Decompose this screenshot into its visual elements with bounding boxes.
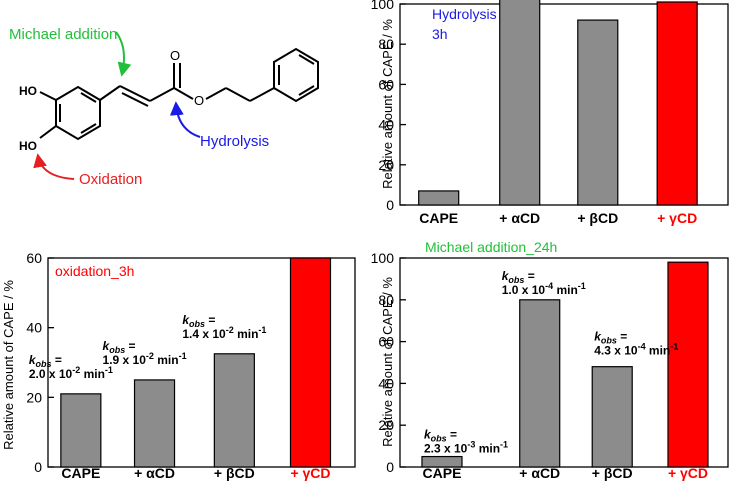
rate-constant-label: kobs = xyxy=(502,269,535,285)
michael-addition-label: Michael addition xyxy=(9,26,117,43)
category-label: + γCD xyxy=(290,465,330,481)
bar-1 xyxy=(133,379,176,468)
y-tick-label: 100 xyxy=(371,0,395,12)
bar-1 xyxy=(519,299,561,468)
hydroxyl-label-top: HO xyxy=(19,84,37,98)
chart-title: Michael addition_24h xyxy=(425,239,557,255)
chart-title: Hydrolysis xyxy=(432,6,497,22)
category-label: CAPE xyxy=(423,465,462,481)
y-tick-label: 40 xyxy=(378,375,394,391)
category-label: + βCD xyxy=(214,465,255,481)
carbonyl-oxygen-label: O xyxy=(170,48,180,63)
phenyl-ring xyxy=(273,47,319,103)
y-tick-label: 0 xyxy=(386,197,394,213)
rate-constant-value: 4.3 x 10-4 min-1 xyxy=(594,342,678,358)
category-label: + βCD xyxy=(577,210,618,226)
category-label: + γCD xyxy=(668,465,708,481)
y-tick-label: 40 xyxy=(26,320,42,336)
plot-frame xyxy=(399,257,729,468)
category-label: + βCD xyxy=(592,465,633,481)
rate-constant-value: 1.9 x 10-2 min-1 xyxy=(103,351,187,367)
rate-constant-value: 2.3 x 10-3 min-1 xyxy=(424,440,508,456)
michael-addition-chart: 0 20 40 60 80 100 Relative amount of CAPE / % M… xyxy=(371,239,729,481)
hydrolysis-arrow xyxy=(169,101,201,138)
y-tick-label: 0 xyxy=(34,459,42,475)
y-axis-label: Relative amount of CAPE / % xyxy=(1,280,16,450)
bar-0 xyxy=(60,393,102,468)
rate-constant-label: kobs = xyxy=(182,313,215,329)
category-label: CAPE xyxy=(419,210,458,226)
michael-addition-arrow xyxy=(115,31,132,77)
rate-constant-label: kobs = xyxy=(29,353,62,369)
ester-oxygen-label: O xyxy=(194,93,204,108)
hydrolysis-label: Hydrolysis xyxy=(200,133,269,150)
hydroxyl-label-bottom: HO xyxy=(19,139,37,153)
rate-constant-label: kobs = xyxy=(103,339,136,355)
cape-structure xyxy=(39,47,319,141)
oxidation-arrow xyxy=(33,153,75,180)
y-tick-label: 0 xyxy=(386,459,394,475)
catechol-ring xyxy=(55,85,101,141)
y-tick-label: 20 xyxy=(26,389,42,405)
y-tick-label: 60 xyxy=(26,250,42,266)
hydrolysis-chart: 0 20 40 60 80 100 Relative amount of CAPE / % H… xyxy=(371,0,729,226)
bar-1 xyxy=(499,0,541,206)
plot-frame xyxy=(399,3,729,206)
rate-constant-label: kobs = xyxy=(424,428,457,444)
oxidation-label: Oxidation xyxy=(79,171,142,188)
y-axis-label: Relative amount of CAPE / % xyxy=(380,277,395,447)
rate-constant-label: kobs = xyxy=(594,330,627,346)
oxidation-chart: 0 20 40 60 Relative amount of CAPE / % oxidat… xyxy=(1,250,356,481)
category-label: + αCD xyxy=(519,465,560,481)
bar-0 xyxy=(421,455,463,468)
category-label: + γCD xyxy=(657,210,697,226)
y-tick-label: 100 xyxy=(371,250,395,266)
y-tick-label: 60 xyxy=(378,334,394,350)
y-tick-label: 80 xyxy=(378,292,394,308)
bar-0 xyxy=(418,190,460,206)
y-tick-label: 40 xyxy=(378,117,394,133)
bar-3 xyxy=(656,1,698,206)
bar-2 xyxy=(577,19,619,206)
y-tick-label: 20 xyxy=(378,157,394,173)
y-tick-label: 60 xyxy=(378,76,394,92)
bar-3 xyxy=(289,257,332,468)
plot-frame xyxy=(47,257,356,468)
category-label: + αCD xyxy=(499,210,540,226)
chart-title: oxidation_3h xyxy=(55,263,134,279)
category-label: CAPE xyxy=(61,465,100,481)
y-tick-label: 80 xyxy=(378,36,394,52)
bar-3 xyxy=(667,261,709,468)
rate-constant-value: 1.4 x 10-2 min-1 xyxy=(182,325,266,341)
y-axis-label: Relative amount of CAPE / % xyxy=(380,19,395,189)
bar-2 xyxy=(591,366,633,468)
rate-constant-value: 1.0 x 10-4 min-1 xyxy=(502,281,586,297)
y-tick-label: 20 xyxy=(378,417,394,433)
rate-constant-value: 2.0 x 10-2 min-1 xyxy=(29,365,113,381)
category-label: + αCD xyxy=(134,465,175,481)
bar-2 xyxy=(213,353,255,468)
chart-title: 3h xyxy=(432,26,448,42)
